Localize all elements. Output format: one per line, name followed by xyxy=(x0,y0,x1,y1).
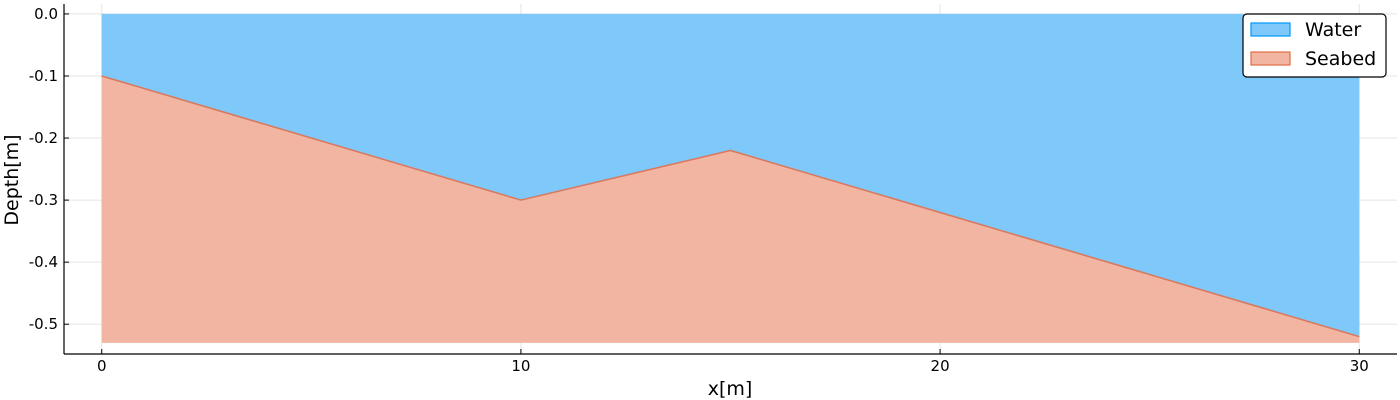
x-tick-label: 10 xyxy=(511,357,530,375)
legend-label-seabed: Seabed xyxy=(1305,48,1376,70)
y-tick-label: -0.1 xyxy=(29,67,58,85)
y-tick-label: -0.4 xyxy=(29,253,58,271)
area-water xyxy=(101,13,1360,337)
x-tick-label: 30 xyxy=(1350,357,1369,375)
y-axis-title: Depth[m] xyxy=(1,134,23,225)
seabed-surface-line xyxy=(101,75,1360,338)
x-axis-title: x[m] xyxy=(708,378,753,400)
area-seabed xyxy=(101,75,1360,343)
y-tick-label: -0.2 xyxy=(29,129,58,147)
legend-swatch-water xyxy=(1250,22,1291,37)
x-ticks: 0 10 20 30 xyxy=(97,349,1369,375)
legend-swatch-seabed xyxy=(1250,51,1291,66)
legend-label-water: Water xyxy=(1305,19,1361,41)
y-tick-label: -0.5 xyxy=(29,315,58,333)
y-ticks: 0.0 -0.1 -0.2 -0.3 -0.4 -0.5 xyxy=(29,5,69,333)
x-tick-label: 0 xyxy=(97,357,107,375)
legend: Water Seabed xyxy=(1242,13,1387,78)
axes xyxy=(63,4,1397,355)
y-tick-label: -0.3 xyxy=(29,191,58,209)
x-tick-label: 20 xyxy=(931,357,950,375)
y-tick-label: 0.0 xyxy=(34,5,58,23)
area-layer xyxy=(101,13,1360,343)
